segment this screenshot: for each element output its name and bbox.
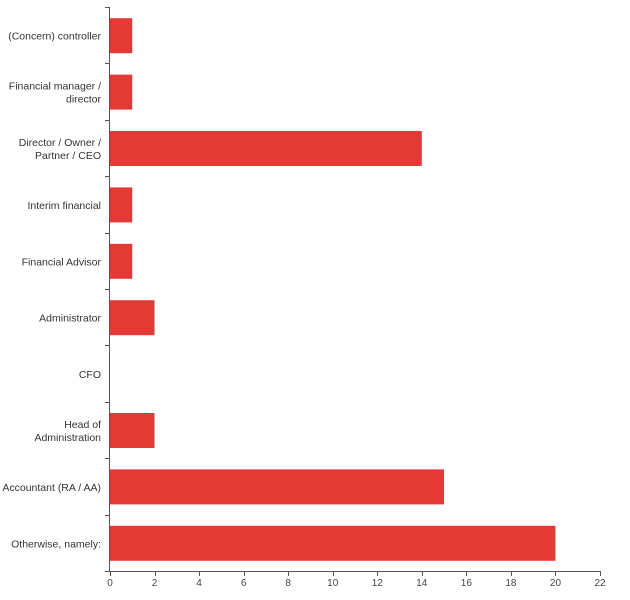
x-tick-label: 22 xyxy=(594,578,606,589)
category-label: Accountant (RA / AA) xyxy=(2,482,101,494)
bar xyxy=(110,243,133,279)
x-tick-label: 0 xyxy=(107,578,113,589)
bar xyxy=(110,525,556,561)
bar xyxy=(110,413,155,448)
x-tick-label: 12 xyxy=(372,578,384,589)
x-tick-label: 16 xyxy=(461,578,473,589)
x-tick-label: 18 xyxy=(505,578,517,589)
x-tick-label: 4 xyxy=(196,578,202,589)
x-tick-label: 6 xyxy=(241,578,247,589)
bar xyxy=(110,74,133,110)
category-label: (Concern) controller xyxy=(8,31,101,43)
bar xyxy=(110,469,445,505)
x-tick-label: 20 xyxy=(550,578,562,589)
x-axis: 0 2 4 6 8 10 12 14 16 18 20 22 xyxy=(107,571,606,589)
category-label: Administrator xyxy=(39,313,101,325)
category-label: Otherwise, namely: xyxy=(11,538,101,550)
category-label: Director / Owner / Partner / CEO xyxy=(19,137,101,162)
category-label: Interim financial xyxy=(27,200,101,212)
category-label: Head of Administration xyxy=(34,419,101,444)
bar xyxy=(110,131,422,166)
x-tick-label: 8 xyxy=(285,578,291,589)
bar xyxy=(110,300,155,336)
category-label: CFO xyxy=(79,369,101,381)
x-tick-label: 14 xyxy=(416,578,428,589)
bar xyxy=(110,18,133,54)
bars-group xyxy=(110,18,556,561)
category-label: Financial Advisor xyxy=(22,256,102,268)
y-axis xyxy=(105,7,110,572)
bar xyxy=(110,187,133,223)
category-labels: (Concern) controller Financial manager / d… xyxy=(2,31,101,551)
category-label: Financial manager / director xyxy=(9,81,102,106)
x-tick-label: 10 xyxy=(327,578,339,589)
x-tick-label: 2 xyxy=(152,578,158,589)
